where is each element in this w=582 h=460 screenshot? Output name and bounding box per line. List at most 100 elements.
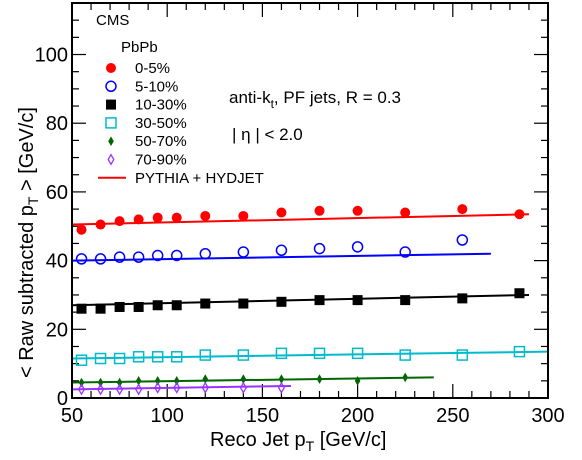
eta-cut-annotation: | η | < 2.0 — [232, 125, 303, 144]
legend-mc-label: PYTHIA + HYDJET — [135, 170, 264, 187]
point-30-50pct — [456, 349, 469, 361]
mc-lines — [71, 213, 549, 391]
point-0-5pct — [133, 214, 144, 225]
point-10-30pct — [314, 295, 325, 306]
point-10-30pct — [95, 303, 106, 314]
point-30-50pct — [199, 349, 212, 361]
y-tick-label: 0 — [57, 388, 68, 410]
point-0-5pct — [400, 207, 411, 218]
point-70-90pct — [77, 383, 86, 396]
legend-marker-30-50pct — [105, 117, 117, 129]
x-axis-label: Reco Jet pT [GeV/c] — [210, 429, 386, 454]
y-tick-label: 60 — [46, 182, 68, 204]
legend-label: 50-70% — [135, 133, 187, 150]
point-70-90pct — [116, 383, 124, 396]
point-10-30pct — [352, 295, 363, 306]
point-50-70pct — [316, 374, 323, 384]
y-axis-label: < Raw subtracted pT > [GeV/c] — [16, 107, 41, 378]
legend-marker-0-5pct — [106, 63, 116, 73]
point-0-5pct — [276, 207, 287, 218]
legend-label: 5-10% — [135, 78, 178, 95]
point-30-50pct — [513, 345, 526, 358]
point-50-70pct — [154, 376, 161, 386]
point-10-30pct — [276, 296, 287, 307]
point-10-30pct — [514, 288, 525, 299]
point-70-90pct — [239, 381, 247, 394]
point-5-10pct — [132, 251, 145, 263]
point-10-30pct — [76, 303, 87, 314]
point-70-90pct — [201, 381, 209, 394]
point-5-10pct — [351, 241, 364, 253]
point-5-10pct — [275, 244, 288, 257]
point-5-10pct — [456, 234, 469, 246]
point-50-70pct — [116, 377, 123, 388]
point-0-5pct — [457, 204, 468, 215]
y-tick-labels: 0 20 40 60 80 100 — [35, 45, 68, 410]
point-5-10pct — [237, 246, 250, 258]
mc-line-50-70pct — [71, 376, 434, 384]
y-tick-label: 40 — [46, 251, 68, 273]
point-10-30pct — [200, 298, 211, 309]
point-30-50pct — [170, 351, 183, 363]
point-5-10pct — [151, 249, 164, 262]
point-30-50pct — [237, 349, 250, 361]
point-30-50pct — [132, 351, 145, 363]
point-50-70pct — [202, 374, 209, 384]
point-30-50pct — [351, 347, 364, 360]
jet-algorithm-annotation: anti-kt, PF jets, R = 0.3 — [229, 88, 401, 111]
x-tick-label: 300 — [531, 405, 564, 427]
point-0-5pct — [171, 212, 182, 223]
legend-label: 0-5% — [135, 60, 170, 77]
point-30-50pct — [113, 352, 126, 365]
point-50-70pct — [78, 377, 85, 388]
point-50-70pct — [240, 374, 247, 384]
legend-marker-70-90pct — [107, 153, 115, 166]
point-5-10pct — [170, 249, 183, 262]
point-70-90pct — [277, 381, 285, 394]
system-label: PbPb — [121, 39, 158, 56]
point-50-70pct — [402, 372, 408, 383]
point-30-50pct — [275, 347, 288, 360]
point-30-50pct — [151, 351, 164, 363]
point-5-10pct — [75, 253, 88, 265]
point-0-5pct — [152, 212, 163, 223]
legend-marker-5-10pct — [105, 80, 117, 93]
x-tick-label: 50 — [61, 405, 83, 427]
point-50-70pct — [97, 377, 104, 388]
point-10-30pct — [171, 300, 182, 311]
point-5-10pct — [94, 253, 107, 265]
point-70-90pct — [135, 383, 143, 396]
mc-line-70-90pct — [71, 384, 291, 391]
legend-label: 30-50% — [135, 115, 187, 132]
point-5-10pct — [113, 251, 126, 263]
legend-label: 10-30% — [135, 97, 187, 114]
x-tick-labels: 50 100 150 200 250 300 — [61, 405, 565, 427]
mc-line-10-30pct — [71, 293, 529, 307]
x-tick-label: 250 — [436, 405, 469, 427]
legend-marker-50-70pct — [108, 136, 114, 146]
legend-marker-10-30pct — [106, 99, 116, 110]
point-0-5pct — [114, 216, 125, 227]
point-0-5pct — [352, 205, 363, 216]
point-10-30pct — [400, 295, 411, 306]
point-70-90pct — [97, 383, 105, 396]
y-tick-label: 80 — [46, 113, 68, 135]
point-50-70pct — [354, 376, 361, 386]
point-50-70pct — [173, 376, 180, 386]
point-50-70pct — [278, 374, 285, 384]
y-tick-label: 20 — [46, 319, 68, 341]
point-10-30pct — [133, 301, 144, 312]
point-5-10pct — [199, 247, 212, 260]
point-30-50pct — [75, 354, 88, 366]
x-tick-label: 150 — [246, 405, 279, 427]
point-50-70pct — [135, 376, 142, 386]
point-10-30pct — [114, 301, 125, 312]
point-10-30pct — [238, 298, 249, 309]
data-points — [75, 204, 526, 396]
point-0-5pct — [200, 210, 211, 221]
plot-frame — [71, 2, 549, 399]
point-0-5pct — [514, 209, 525, 220]
legend: 0-5%5-10% 10-30%30-50%50-70% 70-90%PYTHIA … — [98, 60, 264, 187]
point-0-5pct — [76, 224, 87, 235]
